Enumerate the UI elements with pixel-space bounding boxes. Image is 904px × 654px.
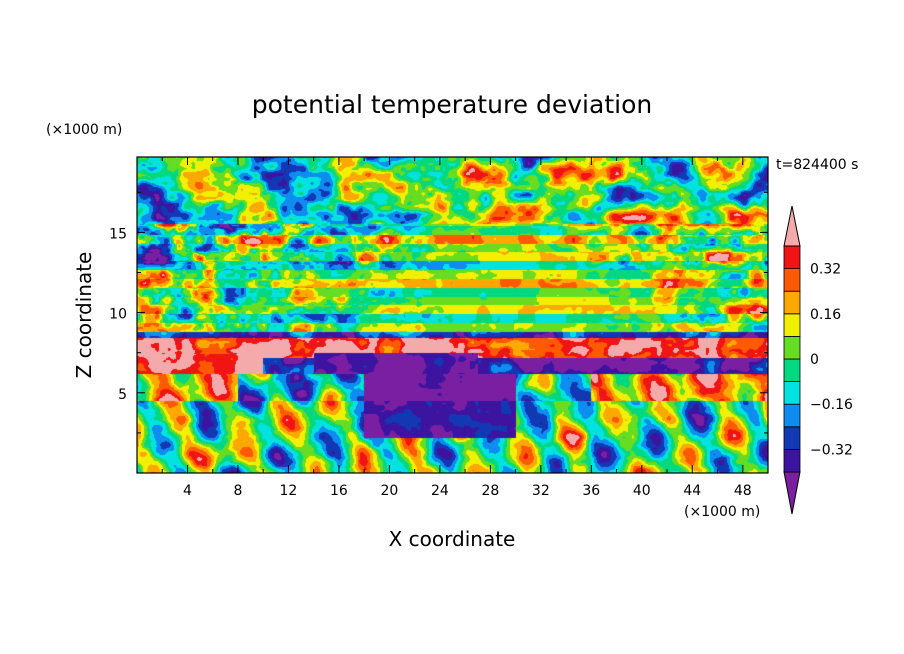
y-tick-label: 15 [109, 226, 127, 242]
contour-field [137, 157, 768, 473]
colorbar-extend-high [783, 205, 801, 247]
colorbar-swatch [783, 290, 801, 315]
colorbar-tick-label: 0.16 [810, 307, 841, 323]
colorbar-swatch [783, 426, 801, 450]
x-tick-label: 48 [734, 483, 752, 499]
colorbar-tick-label: 0 [810, 352, 819, 368]
colorbar-swatch [783, 448, 801, 473]
x-tick-label: 12 [280, 483, 298, 499]
y-tick-label: 5 [118, 387, 127, 403]
x-tick-label: 36 [582, 483, 600, 499]
x-tick-label: 24 [431, 483, 449, 499]
colorbar-swatch [783, 313, 801, 337]
x-tick-label: 32 [532, 483, 550, 499]
x-axis-title: X coordinate [389, 527, 516, 551]
y-tick-label: 10 [109, 307, 127, 323]
x-tick-label: 8 [233, 483, 242, 499]
y-axis: 5 10 15 [109, 191, 768, 434]
colorbar-swatch [783, 335, 801, 360]
colorbar-tick-label: 0.32 [810, 262, 841, 278]
colorbar-tick-label: −0.16 [810, 397, 853, 413]
x-tick-label: 16 [330, 483, 348, 499]
chart-title: potential temperature deviation [252, 90, 652, 119]
x-tick-label: 40 [633, 483, 651, 499]
x-tick-label: 44 [683, 483, 701, 499]
x-tick-label: 20 [380, 483, 398, 499]
colorbar-swatch [783, 268, 801, 292]
colorbar-swatch [783, 245, 801, 270]
x-axis: 4 8 12 16 20 24 28 32 36 40 44 48 [161, 157, 752, 499]
colorbar: 0.32 0.16 0 −0.16 −0.32 [783, 205, 853, 515]
colorbar-swatch [783, 403, 801, 428]
colorbar-swatch [783, 358, 801, 383]
x-tick-label: 4 [183, 483, 192, 499]
colorbar-tick-label: −0.32 [810, 442, 853, 458]
colorbar-extend-low [783, 471, 801, 515]
plot-frame [136, 156, 769, 474]
y-axis-title: Z coordinate [72, 252, 96, 379]
x-tick-label: 28 [481, 483, 499, 499]
y-unit-label: (×1000 m) [46, 122, 122, 138]
x-unit-label: (×1000 m) [684, 504, 760, 520]
time-label: t=824400 s [776, 157, 858, 173]
colorbar-swatch [783, 381, 801, 405]
